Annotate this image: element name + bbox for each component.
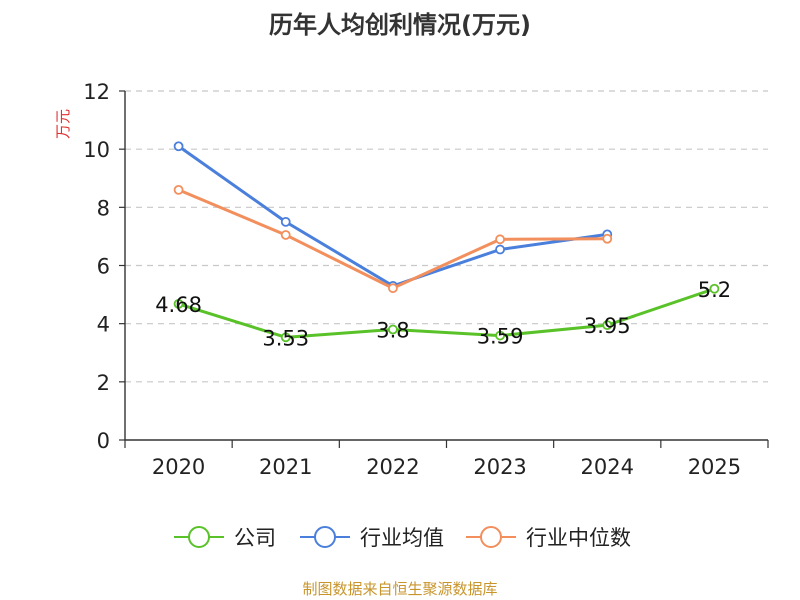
y-tick-label: 6	[97, 255, 110, 279]
data-point	[280, 230, 291, 240]
data-label: 3.59	[477, 325, 524, 349]
y-axis-label: 万元	[54, 109, 72, 139]
legend-label: 公司	[234, 526, 276, 550]
data-point	[602, 320, 613, 331]
y-tick-label: 10	[83, 138, 110, 162]
x-tick-label: 2022	[366, 455, 419, 479]
series-line-2	[178, 188, 608, 290]
data-source-note: 制图数据来自恒生聚源数据库	[302, 580, 498, 598]
data-point	[173, 184, 184, 195]
legend-marker	[188, 526, 210, 548]
data-point	[280, 332, 291, 343]
chart-title: 历年人均创利情况(万元)	[269, 11, 531, 39]
data-point	[495, 244, 505, 255]
data-point	[388, 324, 398, 335]
data-label: 4.68	[155, 293, 202, 317]
data-label: 5.2	[698, 278, 731, 302]
y-tick-label: 0	[97, 429, 110, 453]
data-label: 3.53	[262, 326, 309, 350]
legend-label: 行业均值	[360, 526, 444, 550]
legend-label: 行业中位数	[526, 526, 631, 550]
x-tick-label: 2025	[688, 455, 741, 479]
data-point	[280, 216, 291, 227]
data-point	[173, 141, 184, 152]
data-point	[388, 283, 398, 294]
legend-marker	[314, 526, 336, 548]
y-tick-label: 2	[97, 371, 110, 395]
x-tick-label: 2020	[152, 455, 205, 479]
y-tick-label: 8	[97, 196, 110, 220]
data-label: 3.95	[584, 314, 631, 338]
data-point	[495, 330, 505, 341]
series-line-0	[178, 287, 715, 339]
data-point	[602, 233, 613, 244]
x-tick-label: 2023	[473, 455, 526, 479]
x-tick-label: 2021	[259, 455, 312, 479]
y-tick-label: 12	[83, 80, 110, 104]
x-tick-label: 2024	[581, 455, 634, 479]
data-point	[709, 283, 720, 294]
legend-marker	[480, 526, 502, 548]
y-tick-label: 4	[97, 313, 110, 337]
data-point	[495, 234, 505, 245]
data-point	[173, 298, 184, 309]
data-label: 3.8	[376, 318, 409, 342]
